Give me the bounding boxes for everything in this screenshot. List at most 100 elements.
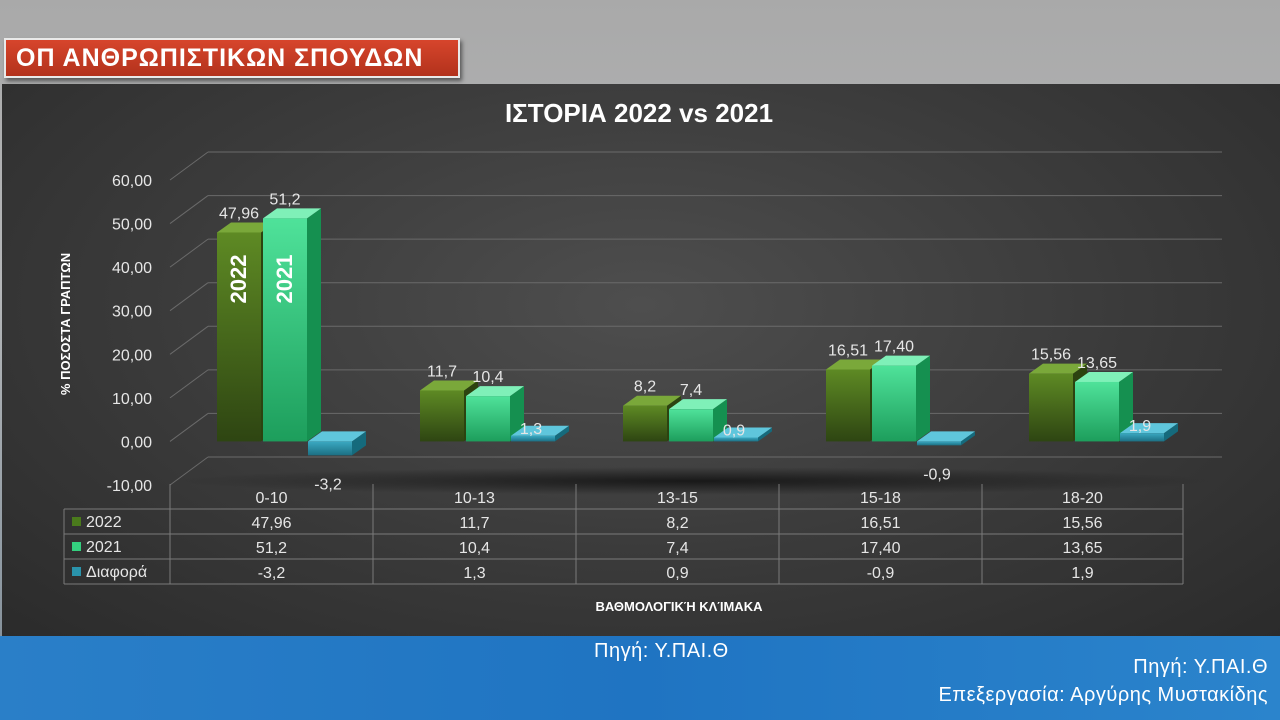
data-label: 0,9	[723, 423, 745, 440]
bar-2022-15-18	[826, 369, 870, 442]
table-cell: 1,9	[1071, 565, 1093, 582]
bar-side	[555, 425, 569, 442]
data-label: 8,2	[634, 379, 656, 396]
bar-annotation-2021: 2021	[272, 255, 297, 304]
bottom-band	[0, 636, 1280, 720]
data-label: 15,56	[1031, 347, 1071, 364]
bar-top	[872, 355, 930, 366]
bar-2022-13-15	[623, 405, 667, 442]
bar-Διαφορά-10-13	[511, 435, 555, 442]
bar-top	[263, 208, 321, 219]
bar-top	[623, 395, 681, 406]
bar-side	[510, 386, 524, 442]
bar-top	[1075, 371, 1133, 382]
data-label: 1,9	[1129, 418, 1151, 435]
x-tick-label: 15-18	[860, 490, 901, 507]
data-label: -3,2	[314, 476, 342, 493]
bar-Διαφορά-0-10	[308, 441, 352, 456]
legend-label: 2022	[86, 514, 122, 531]
section-banner: ΟΠ ΑΝΘΡΩΠΙΣΤΙΚΩΝ ΣΠΟΥΔΩΝ	[4, 38, 460, 78]
table-cell: 17,40	[860, 540, 900, 557]
data-label: 51,2	[269, 191, 300, 208]
legend-label: Διαφορά	[86, 564, 147, 581]
gridline-depth	[169, 195, 209, 224]
gridline-depth	[169, 369, 209, 399]
chart-panel: ΙΣΤΟΡΙΑ 2022 vs 2021 60,00 50,00 40,00 30,00…	[2, 84, 1280, 636]
bar-2021-13-15	[669, 409, 713, 442]
data-label: 13,65	[1077, 355, 1117, 372]
banner-title: ΟΠ ΑΝΘΡΩΠΙΣΤΙΚΩΝ ΣΠΟΥΔΩΝ	[16, 43, 424, 72]
table-cell: 1,3	[463, 565, 485, 582]
data-label: 1,3	[520, 421, 542, 438]
table-cell: 10,4	[459, 540, 490, 557]
bar-2022-0-10	[217, 232, 261, 442]
gridline-depth	[169, 413, 209, 442]
data-label: -0,9	[923, 466, 951, 483]
bar-2021-0-10	[263, 218, 307, 442]
table-cell: 15,56	[1062, 515, 1102, 532]
bar-top	[714, 427, 772, 438]
table-cell: 8,2	[666, 515, 688, 532]
x-tick-label: 0-10	[255, 490, 287, 507]
table-cell: -3,2	[258, 565, 286, 582]
y-tick-label: -10,00	[107, 478, 152, 495]
bar-side	[1164, 423, 1178, 442]
y-tick-label: 20,00	[112, 347, 152, 364]
data-label: 11,7	[427, 363, 457, 380]
processing-credit: Επεξεργασία: Αργύρης Μυστακίδης	[938, 684, 1268, 706]
bar-top	[669, 399, 727, 410]
bar-top	[308, 431, 366, 442]
bar-top	[420, 380, 478, 391]
chart-title: ΙΣΤΟΡΙΑ 2022 vs 2021	[505, 98, 773, 128]
legend-swatch-2022	[72, 517, 81, 526]
table-cell: 47,96	[251, 515, 291, 532]
x-tick-label: 10-13	[454, 490, 495, 507]
y-tick-label: 40,00	[112, 260, 152, 277]
bar-side	[916, 355, 930, 442]
bar-top	[826, 359, 884, 370]
bar-top	[917, 431, 975, 442]
bar-top	[466, 386, 524, 397]
y-tick-label: 50,00	[112, 217, 152, 234]
table-cell: -0,9	[867, 565, 895, 582]
bar-Διαφορά-15-18	[917, 441, 961, 446]
bar-side	[307, 208, 321, 442]
chart-svg: ΙΣΤΟΡΙΑ 2022 vs 2021 60,00 50,00 40,00 30,00…	[58, 98, 1222, 614]
bar-2021-15-18	[872, 365, 916, 442]
x-axis-label: ΒΑΘΜΟΛΟΓΙΚΉ ΚΛΊΜΑΚΑ	[596, 599, 764, 614]
gridline-depth	[169, 238, 209, 268]
bar-top	[217, 222, 275, 233]
bar-top	[1120, 423, 1178, 434]
bar-Διαφορά-18-20	[1120, 433, 1164, 442]
table-cell: 7,4	[666, 540, 688, 557]
source-center: Πηγή: Υ.ΠΑΙ.Θ	[594, 640, 729, 662]
bar-side	[758, 427, 772, 442]
bar-2021-10-13	[466, 396, 510, 442]
gridline-depth	[169, 325, 209, 355]
data-label: 47,96	[219, 205, 259, 222]
x-tick-label: 18-20	[1062, 490, 1103, 507]
bar-top	[511, 425, 569, 436]
bar-2021-18-20	[1075, 381, 1119, 442]
data-label: 7,4	[680, 382, 702, 399]
bar-2022-10-13	[420, 390, 464, 442]
bar-annotation-2022: 2022	[226, 255, 251, 304]
data-label: 10,4	[472, 369, 503, 386]
bar-side	[352, 431, 366, 456]
data-label: 16,51	[828, 342, 868, 359]
x-tick-label: 13-15	[657, 490, 698, 507]
gridline-depth	[169, 282, 209, 312]
source-right: Πηγή: Υ.ΠΑΙ.Θ	[1133, 656, 1268, 678]
bar-side	[1119, 371, 1133, 442]
floor-shadow	[176, 467, 1216, 495]
legend-swatch-Διαφορά	[72, 567, 81, 576]
table-cell: 51,2	[256, 540, 287, 557]
gridline-depth	[169, 456, 209, 486]
bar-2022-18-20	[1029, 373, 1073, 442]
table-cell: 0,9	[666, 565, 688, 582]
bar-top	[1029, 363, 1087, 374]
y-tick-label: 0,00	[121, 434, 152, 451]
y-tick-label: 30,00	[112, 304, 152, 321]
bar-Διαφορά-13-15	[714, 437, 758, 442]
table-cell: 13,65	[1062, 540, 1102, 557]
